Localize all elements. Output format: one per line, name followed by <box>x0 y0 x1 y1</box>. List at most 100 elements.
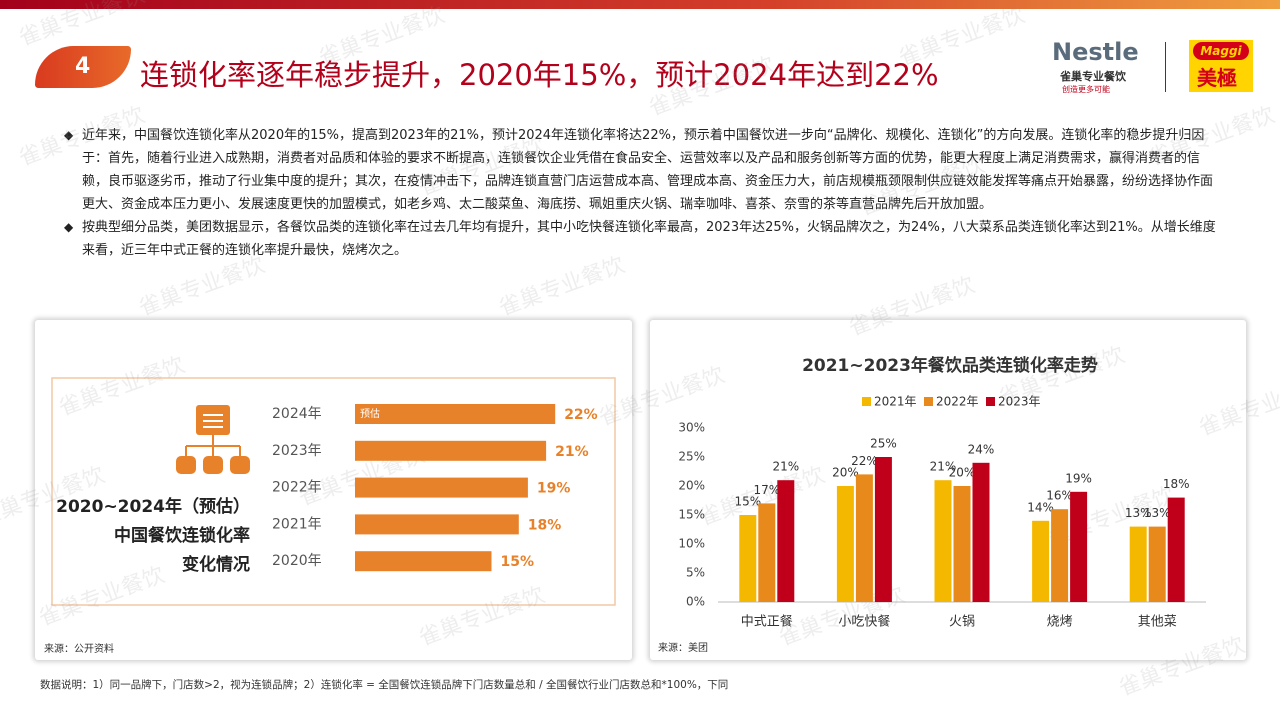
logo-meiji: 美極 <box>1197 66 1237 90</box>
bar <box>1167 497 1185 602</box>
bar <box>855 474 873 602</box>
bullet-list: 近年来，中国餐饮连锁化率从2020年的15%，提高到2023年的21%，预计20… <box>64 124 1224 262</box>
y-tick-label: 0% <box>686 595 705 609</box>
watermark: 雀巢专业餐饮 <box>846 273 979 342</box>
bar <box>1148 526 1166 602</box>
legend-swatch <box>924 397 933 406</box>
watermark: 雀巢专业餐饮 <box>496 253 629 322</box>
legend-label: 2023年 <box>998 395 1041 409</box>
hierarchy-icon <box>176 405 250 474</box>
watermark: 雀巢专业餐饮 <box>856 153 989 222</box>
bar-annotation: 预估 <box>360 407 380 420</box>
watermark: 雀巢专业餐饮 <box>896 3 1029 72</box>
watermark: 雀巢专业餐饮 <box>136 253 269 322</box>
y-tick-label: 25% <box>678 450 705 464</box>
legend-label: 2021年 <box>874 395 917 409</box>
top-bar <box>0 0 1280 9</box>
y-tick-label: 15% <box>678 508 705 522</box>
bar <box>874 457 892 602</box>
value-label: 15% <box>734 495 761 509</box>
value-label: 21% <box>555 444 589 460</box>
bar <box>777 480 795 602</box>
watermark: 雀巢专业餐饮 <box>16 0 149 51</box>
watermark: 雀巢专业餐饮 <box>1116 633 1249 702</box>
category-label: 2022年 <box>272 480 322 496</box>
watermark: 雀巢专业餐饮 <box>1196 373 1280 442</box>
bar <box>355 440 547 461</box>
slide-title: 连锁化率逐年稳步提升，2020年15%，预计2024年达到22% <box>140 58 939 92</box>
chart-frame <box>51 377 616 606</box>
watermark: 雀巢专业餐饮 <box>1146 103 1279 172</box>
value-label: 13% <box>1144 506 1171 520</box>
logo-nestle: Nestle <box>1052 38 1139 66</box>
value-label: 20% <box>949 466 976 480</box>
x-tick-label: 其他菜 <box>1138 615 1177 630</box>
x-tick-label: 烧烤 <box>1047 615 1073 630</box>
watermark: 雀巢专业餐饮 <box>316 3 449 72</box>
bullet: 按典型细分品类，美团数据显示，各餐饮品类的连锁化率在过去几年均有提升，其中小吃快… <box>64 216 1224 262</box>
value-label: 21% <box>930 460 957 474</box>
bar <box>758 503 776 602</box>
x-tick-label: 小吃快餐 <box>838 614 890 630</box>
bar <box>355 477 528 498</box>
watermark: 雀巢专业餐饮 <box>646 53 779 122</box>
bullet: 近年来，中国餐饮连锁化率从2020年的15%，提高到2023年的21%，预计20… <box>64 124 1224 216</box>
y-tick-label: 30% <box>678 421 705 435</box>
value-label: 18% <box>528 517 562 533</box>
category-label: 2024年 <box>272 406 322 422</box>
value-label: 21% <box>772 460 799 474</box>
watermark: 雀巢专业餐饮 <box>416 133 549 202</box>
bar <box>1032 520 1050 602</box>
y-tick-label: 20% <box>678 479 705 493</box>
category-label: 2020年 <box>272 553 322 569</box>
value-label: 19% <box>1065 471 1092 485</box>
logo-sub: 雀巢专业餐饮 <box>1060 70 1126 83</box>
bar <box>355 514 519 535</box>
value-label: 19% <box>537 481 571 497</box>
value-label: 15% <box>501 554 535 570</box>
x-tick-label: 中式正餐 <box>741 614 793 630</box>
value-label: 18% <box>1163 477 1190 491</box>
value-label: 22% <box>851 454 878 468</box>
source: 来源：美团 <box>658 641 708 654</box>
source: 来源：公开资料 <box>44 642 114 655</box>
watermark: 雀巢专业餐饮 <box>16 103 149 172</box>
value-label: 13% <box>1125 506 1152 520</box>
bar <box>934 480 952 602</box>
legend-swatch <box>862 397 871 406</box>
bar <box>355 551 492 572</box>
logo-maggi: Maggi <box>1193 42 1249 60</box>
bar <box>972 462 990 602</box>
bar <box>1129 526 1147 602</box>
value-label: 25% <box>870 437 897 451</box>
bar <box>355 404 556 424</box>
bar <box>739 515 757 602</box>
value-label: 16% <box>1046 489 1073 503</box>
bar <box>1070 491 1088 602</box>
chart-title: 2020~2024年（预估） <box>56 496 250 517</box>
value-label: 17% <box>753 483 780 497</box>
watermark: 雀巢专业餐饮 <box>36 563 169 632</box>
logo-slogan: 创造更多可能 <box>1062 85 1110 94</box>
bar <box>953 486 971 602</box>
value-label: 22% <box>564 407 598 423</box>
chart-title: 2021~2023年餐饮品类连锁化率走势 <box>802 355 1098 376</box>
bar <box>836 486 854 602</box>
value-label: 14% <box>1027 500 1054 514</box>
category-label: 2021年 <box>272 516 322 532</box>
value-label: 20% <box>832 466 859 480</box>
value-label: 24% <box>968 442 995 456</box>
footnote: 数据说明：1）同一品牌下，门店数>2，视为连锁品牌；2）连锁化率 = 全国餐饮连… <box>40 679 729 691</box>
category-label: 2023年 <box>272 443 322 459</box>
watermark: 雀巢专业餐饮 <box>56 353 189 422</box>
watermark: 雀巢专业餐饮 <box>416 583 549 652</box>
logo-divider <box>1165 42 1166 92</box>
legend-label: 2022年 <box>936 395 979 409</box>
y-tick-label: 10% <box>678 537 705 551</box>
left-panel <box>35 320 632 660</box>
y-tick-label: 5% <box>686 566 705 580</box>
x-tick-label: 火锅 <box>949 614 975 630</box>
chart-title: 中国餐饮连锁化率 <box>114 525 250 546</box>
